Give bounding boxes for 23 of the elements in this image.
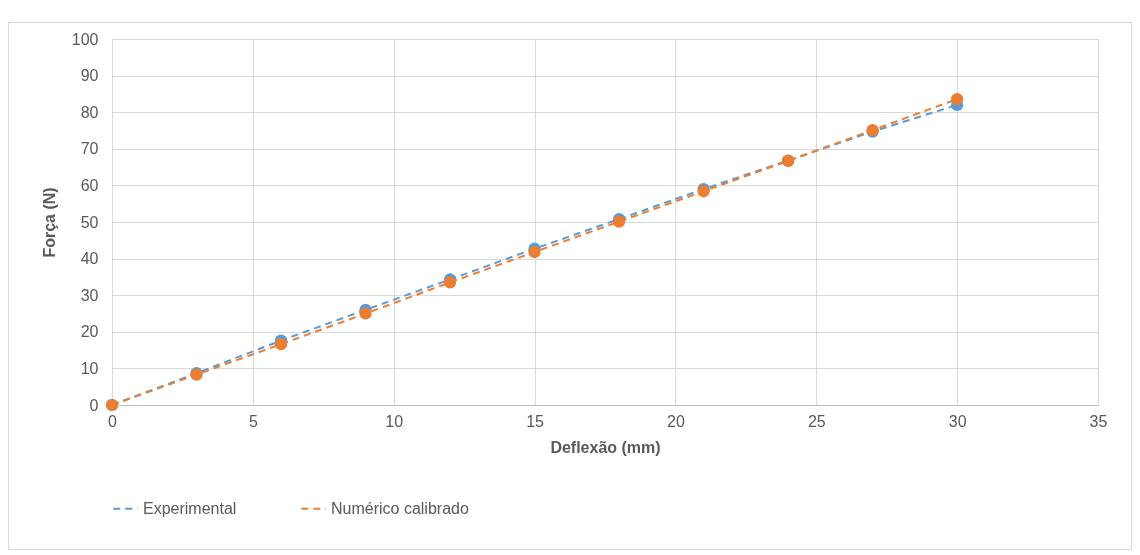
x-tick-label: 10	[385, 412, 404, 430]
legend-label: Numérico calibrado	[331, 499, 469, 517]
y-tick-label: 90	[80, 67, 99, 85]
y-tick-label: 80	[80, 103, 99, 121]
x-axis-title: Deflexão (mm)	[550, 438, 661, 456]
y-tick-label: 30	[80, 286, 99, 304]
legend-label: Experimental	[143, 499, 237, 517]
y-tick-label: 40	[80, 250, 99, 268]
x-tick-label: 20	[667, 412, 685, 430]
y-tick-label: 0	[89, 396, 99, 414]
y-tick-label: 60	[80, 176, 99, 194]
x-tick-label: 0	[108, 412, 118, 430]
x-tick-label: 30	[948, 412, 967, 430]
y-tick-label: 70	[80, 140, 99, 158]
y-tick-label: 50	[80, 213, 99, 231]
y-tick-label: 10	[80, 359, 99, 377]
x-tick-label: 35	[1089, 412, 1108, 430]
x-tick-label: 15	[526, 412, 545, 430]
y-axis-title: Força (N)	[40, 187, 58, 258]
y-tick-label: 100	[71, 30, 99, 48]
x-tick-label: 25	[807, 412, 826, 430]
y-tick-label: 20	[80, 323, 99, 341]
x-tick-label: 5	[248, 412, 258, 430]
